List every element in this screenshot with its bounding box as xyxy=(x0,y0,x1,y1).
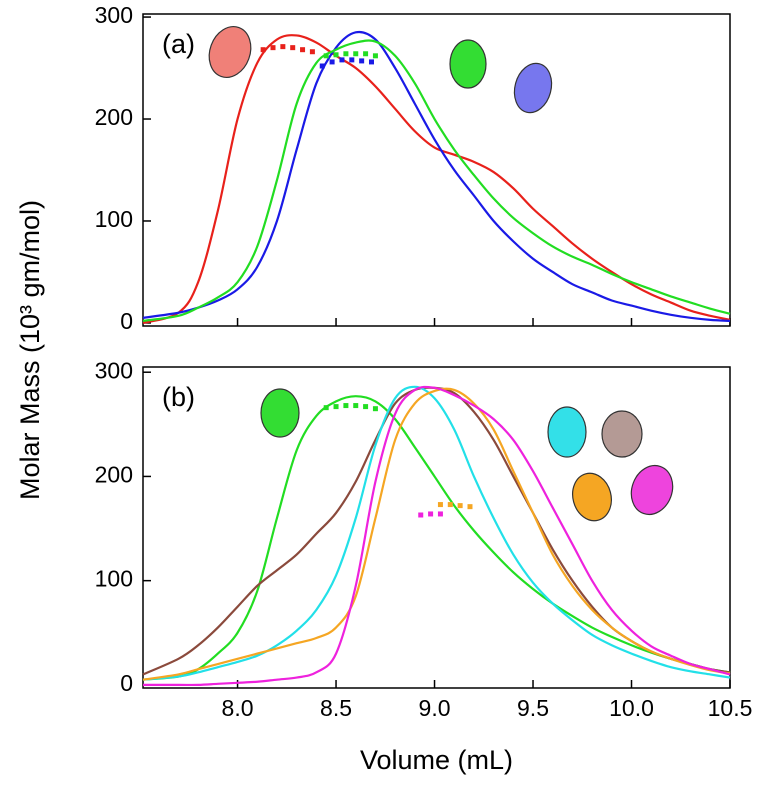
y-tick-label: 100 xyxy=(95,206,133,232)
molar-mass-point xyxy=(353,51,359,57)
molar-mass-point xyxy=(368,59,374,65)
x-tick-label: 8.0 xyxy=(222,695,254,721)
molar-mass-point xyxy=(372,406,378,412)
y-tick-label: 200 xyxy=(95,104,133,130)
molar-mass-point xyxy=(363,51,369,57)
x-tick-label: 9.0 xyxy=(419,695,451,721)
molar-mass-point xyxy=(339,57,345,63)
molar-mass-point xyxy=(280,44,286,50)
molar-mass-point xyxy=(359,58,365,64)
molar-mass-point xyxy=(319,63,325,69)
molar-mass-point xyxy=(270,45,276,51)
molar-mass-point xyxy=(349,57,355,63)
trace-line xyxy=(142,30,731,323)
molar-mass-point xyxy=(467,504,473,510)
y-tick-label: 100 xyxy=(95,566,133,592)
molar-mass-point xyxy=(260,47,266,53)
molar-mass-point xyxy=(428,511,434,517)
molar-mass-point xyxy=(372,53,378,59)
molar-mass-point xyxy=(343,51,349,57)
y-tick-label: 300 xyxy=(95,357,133,383)
icons xyxy=(208,26,674,522)
trace-line xyxy=(142,39,731,322)
molar-mass-point xyxy=(300,47,306,53)
y-tick-label: 0 xyxy=(120,308,133,334)
x-tick-label: 10.5 xyxy=(708,695,753,721)
trace-line xyxy=(142,34,731,325)
y-tick-label: 0 xyxy=(120,670,133,696)
plot-frame xyxy=(142,13,731,327)
molar-mass-point xyxy=(333,52,339,58)
plot-frame xyxy=(142,366,731,689)
x-tick-label: 9.5 xyxy=(517,695,549,721)
x-tick-label: 8.5 xyxy=(320,695,352,721)
molar-mass-point xyxy=(309,49,315,55)
trace-line xyxy=(143,385,731,687)
molar-mass-point xyxy=(333,404,339,410)
molar-mass-point xyxy=(447,502,453,508)
x-tick-label: 10.0 xyxy=(609,695,654,721)
y-axis-label: Molar Mass (10³ gm/mol) xyxy=(15,200,45,500)
molar-mass-point xyxy=(457,503,463,509)
molar-mass-point xyxy=(343,403,349,409)
trace-line xyxy=(142,395,731,681)
molar-mass-point xyxy=(418,512,424,518)
molar-mass-point xyxy=(363,404,369,410)
molar-mass-point xyxy=(437,502,443,508)
trace-line xyxy=(142,385,731,681)
panel-label: (a) xyxy=(162,29,195,59)
x-axis-label: Volume (mL) xyxy=(360,745,513,775)
panel-label: (b) xyxy=(162,382,195,412)
molar-mass-point xyxy=(323,405,329,411)
molar-mass-point xyxy=(353,403,359,409)
y-tick-label: 200 xyxy=(95,462,133,488)
molar-mass-point xyxy=(323,53,329,59)
molar-mass-point xyxy=(437,511,443,517)
molar-mass-point xyxy=(290,45,296,51)
y-tick-label: 300 xyxy=(95,2,133,28)
molar-mass-point xyxy=(329,59,335,65)
